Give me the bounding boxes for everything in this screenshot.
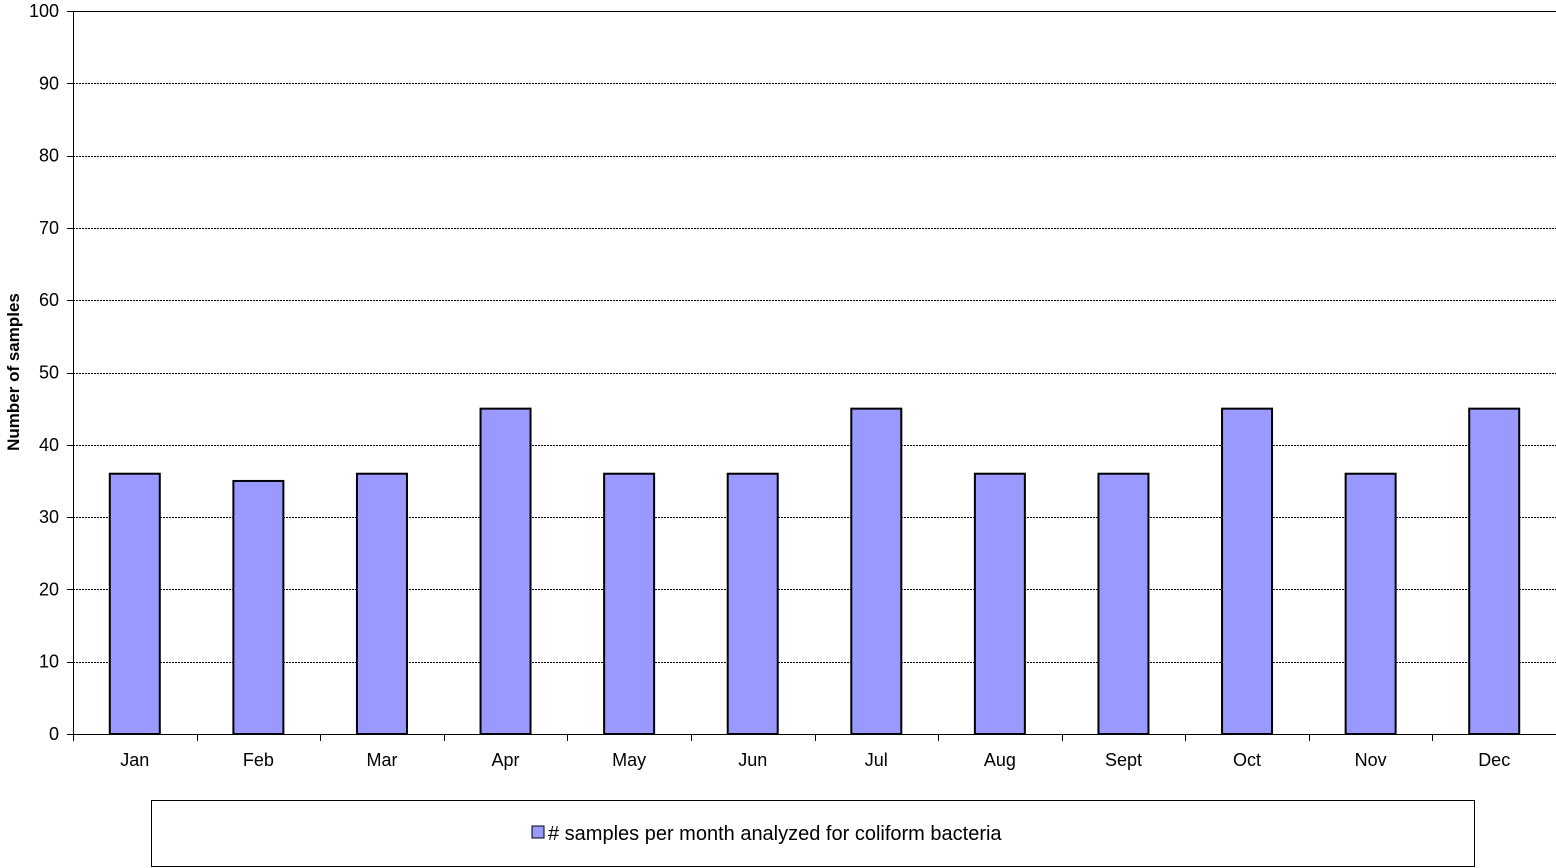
bar-nov: [1344, 472, 1397, 735]
legend: # samples per month analyzed for colifor…: [151, 800, 1475, 867]
bar-oct: [1221, 407, 1274, 735]
y-tick-label: 40: [39, 435, 59, 455]
legend-box: [151, 800, 1475, 867]
x-tick-label: Apr: [492, 750, 520, 770]
x-tick-label: Oct: [1233, 750, 1261, 770]
bar-jul: [850, 407, 903, 735]
y-tick-label: 30: [39, 507, 59, 527]
bar-sept: [1097, 472, 1150, 735]
bar-jan: [108, 472, 161, 735]
bar-mar: [355, 472, 408, 735]
bar-feb: [232, 479, 285, 736]
x-tick-label: May: [612, 750, 646, 770]
y-tick-label: 60: [39, 290, 59, 310]
y-tick-label: 80: [39, 146, 59, 166]
y-axis-title: Number of samples: [4, 293, 23, 451]
bar-jun: [726, 472, 779, 735]
bar-aug: [973, 472, 1026, 735]
x-tick-label: Dec: [1478, 750, 1510, 770]
x-tick-label: Feb: [243, 750, 274, 770]
bars: [108, 407, 1521, 736]
x-tick-label: Mar: [366, 750, 397, 770]
y-tick-label: 0: [49, 724, 59, 744]
y-tick-label: 90: [39, 73, 59, 93]
bar-dec: [1468, 407, 1521, 735]
y-tick-label: 20: [39, 579, 59, 599]
x-tick-label: Nov: [1355, 750, 1387, 770]
legend-swatch: [531, 825, 545, 839]
legend-label: # samples per month analyzed for colifor…: [548, 823, 1002, 845]
bar-apr: [479, 407, 532, 735]
y-tick-label: 70: [39, 218, 59, 238]
x-tick-label: Jan: [120, 750, 149, 770]
bar-may: [603, 472, 656, 735]
y-tick-label: 10: [39, 652, 59, 672]
gridlines: [73, 11, 1556, 663]
y-tick-label: 100: [29, 1, 59, 21]
x-tick-label: Sept: [1105, 750, 1142, 770]
x-axis-ticks: Jan Feb Mar Apr May Jun Jul Aug Sept Oct Nov Dec: [73, 734, 1510, 770]
y-tick-label: 50: [39, 363, 59, 383]
y-axis-ticks: 0 10 20 30 40 50 60 70 80 90 100: [29, 1, 73, 744]
x-tick-label: Aug: [984, 750, 1016, 770]
x-tick-label: Jun: [738, 750, 767, 770]
x-tick-label: Jul: [865, 750, 888, 770]
axes: [73, 11, 1556, 735]
